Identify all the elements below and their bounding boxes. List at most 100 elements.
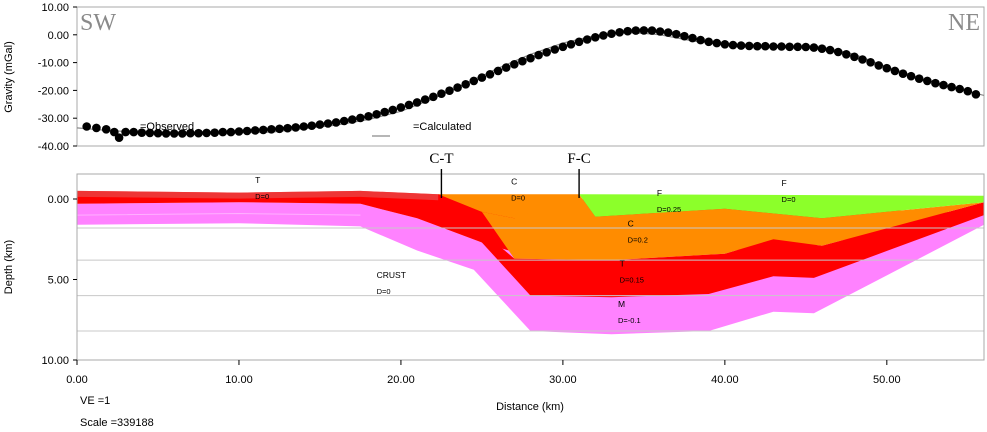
observed-point [445, 86, 454, 95]
layer-density-label: D=0 [377, 287, 391, 296]
observed-point [542, 48, 551, 57]
depth-y-ticks: 0.00 5.00 10.00 [41, 194, 77, 367]
observed-point [307, 121, 317, 130]
observed-point [574, 37, 584, 47]
observed-point [348, 115, 357, 124]
observed-point [137, 128, 147, 137]
vertical-exaggeration: VE =1 [80, 395, 110, 407]
observed-point [380, 107, 390, 117]
observed-point [453, 83, 462, 92]
distance-x-tick-label: 0.00 [66, 374, 87, 386]
map-scale: Scale =339188 [80, 417, 154, 429]
observed-point [202, 128, 211, 138]
gravity-y-ticks: 10.00 0.00 -10.00 -20.00 -30.00 -40.00 [38, 2, 77, 153]
observed-point [971, 90, 981, 99]
layer-name-label: CRUST [377, 270, 406, 280]
observed-point [218, 127, 228, 137]
observed-point [178, 129, 187, 138]
observed-point [518, 56, 527, 66]
depth-y-axis-label: Depth (km) [3, 240, 15, 294]
observed-point [315, 120, 325, 129]
corner-label-sw: SW [80, 10, 116, 36]
observed-point [477, 73, 487, 82]
observed-point [663, 28, 673, 37]
section-panel-frame [76, 173, 985, 361]
observed-point [720, 40, 730, 49]
layer-name-label: C [511, 177, 517, 187]
observed-point [785, 42, 794, 52]
gravity-y-tick-label: 10.00 [41, 2, 69, 14]
observed-point [275, 124, 284, 134]
gravity-y-tick-label: -20.00 [38, 85, 69, 97]
layer-density-label: D=-0.1 [618, 316, 641, 325]
observed-point [761, 41, 770, 51]
depth-y-tick-label: 5.00 [48, 275, 69, 287]
observed-point [801, 42, 811, 52]
observed-gravity-points [82, 26, 981, 142]
corner-label-ne: NE [948, 10, 980, 36]
observed-point [469, 76, 479, 86]
observed-point [753, 41, 762, 51]
observed-point [842, 50, 851, 59]
observed-point [110, 127, 119, 137]
layer-name-label: M [618, 299, 625, 309]
observed-point [704, 37, 713, 47]
layer-t-upper-band [77, 190, 439, 201]
distance-x-tick-label: 40.00 [711, 374, 739, 386]
layer-density-label: D=0 [255, 192, 269, 201]
distance-x-axis-label: Distance (km) [496, 401, 564, 413]
distance-x-tick-label: 50.00 [873, 374, 901, 386]
gravity-panel-frame [76, 6, 985, 147]
observed-point [186, 128, 195, 138]
layer-name-label: F [782, 178, 787, 188]
observed-point [129, 127, 138, 137]
distance-x-tick-label: 20.00 [387, 374, 415, 386]
layer-name-label: T [255, 175, 260, 185]
observed-point [866, 58, 875, 67]
observed-point [623, 26, 632, 36]
observed-point [817, 44, 827, 53]
observed-point [145, 128, 155, 138]
depth-y-tick-label: 10.00 [41, 355, 69, 367]
layer-name-label: T [620, 259, 625, 269]
observed-point [898, 69, 908, 78]
observed-point [226, 127, 236, 137]
observed-point [939, 80, 948, 90]
density-layers [77, 190, 984, 360]
layer-name-label: C [628, 218, 634, 228]
gravity-y-axis-label: Gravity (mGal) [3, 41, 15, 113]
observed-point [607, 29, 616, 38]
observed-point [234, 127, 244, 136]
fault-label: F-C [567, 151, 590, 167]
observed-point [101, 125, 111, 134]
observed-point [550, 45, 560, 54]
observed-point [890, 66, 900, 76]
layer-density-label: D=0.2 [628, 235, 648, 244]
observed-point [582, 35, 592, 44]
observed-point [809, 43, 819, 52]
observed-point [728, 40, 738, 50]
observed-point [461, 80, 471, 89]
observed-point [194, 128, 203, 138]
observed-point [874, 61, 883, 70]
observed-point [388, 105, 398, 115]
observed-point [655, 27, 665, 36]
observed-point [526, 53, 535, 63]
observed-point [712, 38, 722, 48]
observed-point [250, 126, 260, 135]
layer-density-label: D=0 [511, 194, 525, 203]
observed-point [372, 110, 381, 119]
boundary-line [76, 212, 361, 216]
observed-point [931, 78, 940, 88]
fault-markers: C-T F-C [429, 151, 591, 198]
observed-point [696, 35, 705, 45]
observed-point [242, 126, 252, 136]
layer-c [481, 194, 984, 261]
observed-point [493, 66, 503, 76]
observed-point [566, 40, 576, 49]
observed-point [672, 29, 681, 39]
layer-boundaries [76, 212, 984, 332]
observed-point [688, 33, 697, 43]
observed-point [169, 129, 179, 138]
